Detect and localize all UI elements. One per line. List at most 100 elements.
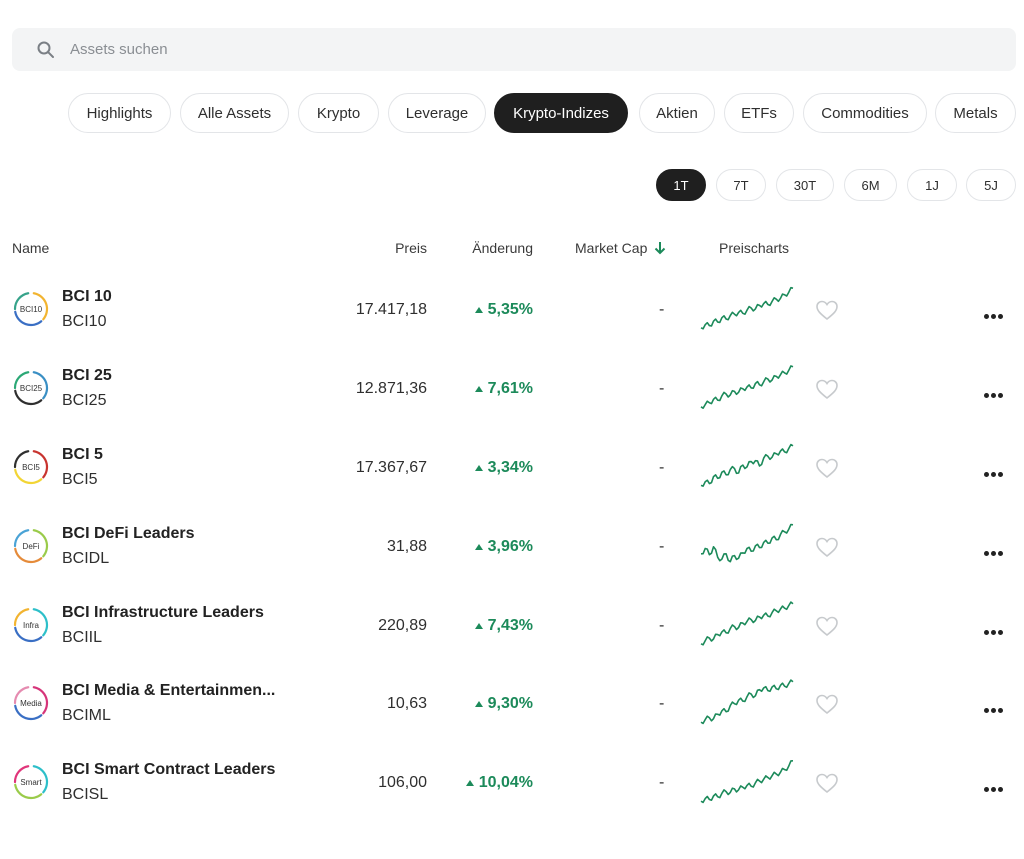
asset-price: 17.367,67 xyxy=(355,459,427,476)
column-header-change[interactable]: Änderung xyxy=(472,240,533,256)
favorite-heart-icon[interactable] xyxy=(815,615,839,637)
price-sparkline[interactable] xyxy=(700,284,794,332)
column-header-name[interactable]: Name xyxy=(12,240,50,256)
tab-highlights[interactable]: Highlights xyxy=(68,93,171,133)
asset-change: 9,30% xyxy=(474,695,533,713)
price-sparkline[interactable] xyxy=(700,600,794,648)
period-30t[interactable]: 30T xyxy=(776,169,834,201)
period-6m[interactable]: 6M xyxy=(844,169,897,201)
table-row[interactable]: Media BCI Media & Entertainmen... BCIML 10,… xyxy=(0,664,1024,743)
change-value: 5,35% xyxy=(487,301,533,318)
more-options-icon[interactable] xyxy=(984,543,1008,556)
favorite-heart-icon[interactable] xyxy=(815,378,839,400)
more-options-icon[interactable] xyxy=(984,700,1008,713)
favorite-heart-icon[interactable] xyxy=(815,693,839,715)
price-sparkline[interactable] xyxy=(700,678,794,726)
period-7t[interactable]: 7T xyxy=(716,169,766,201)
column-header-chart: Preischarts xyxy=(719,240,790,256)
category-tabs: Highlights Alle Assets Krypto Leverage K… xyxy=(0,93,1024,133)
asset-change: 3,34% xyxy=(474,459,533,477)
price-sparkline[interactable] xyxy=(700,363,794,411)
asset-price: 10,63 xyxy=(386,695,427,712)
price-sparkline[interactable] xyxy=(700,442,794,490)
index-logo-icon: Media xyxy=(13,686,49,721)
more-options-icon[interactable] xyxy=(984,385,1008,398)
up-arrow-icon xyxy=(474,307,483,313)
sparkline-path xyxy=(700,679,794,725)
column-header-price[interactable]: Preis xyxy=(395,240,427,256)
asset-market-cap: - xyxy=(659,380,665,397)
period-1j[interactable]: 1J xyxy=(907,169,957,201)
asset-price: 17.417,18 xyxy=(355,301,427,318)
table-row[interactable]: Smart BCI Smart Contract Leaders BCISL 106,… xyxy=(0,743,1024,822)
asset-name: BCI DeFi Leaders xyxy=(62,525,195,542)
tab-aktien[interactable]: Aktien xyxy=(639,93,715,133)
asset-name: BCI Media & Entertainmen... xyxy=(62,682,276,699)
up-arrow-icon xyxy=(465,780,474,786)
index-logo-text: BCI5 xyxy=(22,463,40,472)
table-row[interactable]: Infra BCI Infrastructure Leaders BCIIL 220,… xyxy=(0,586,1024,665)
period-5j[interactable]: 5J xyxy=(966,169,1016,201)
favorite-heart-icon[interactable] xyxy=(815,299,839,321)
price-sparkline[interactable] xyxy=(700,521,794,569)
tab-metals[interactable]: Metals xyxy=(935,93,1016,133)
tab-krypto-indizes[interactable]: Krypto-Indizes xyxy=(494,93,628,133)
search-input[interactable] xyxy=(70,28,970,71)
sparkline-path xyxy=(700,365,794,409)
more-options-icon[interactable] xyxy=(984,464,1008,477)
asset-change: 10,04% xyxy=(465,774,533,792)
tab-etfs[interactable]: ETFs xyxy=(724,93,794,133)
index-logo-icon: BCI5 xyxy=(13,450,49,485)
asset-symbol: BCI10 xyxy=(62,313,107,330)
table-row[interactable]: DeFi BCI DeFi Leaders BCIDL 31,88 3,96% - xyxy=(0,507,1024,586)
index-logo-text: Media xyxy=(20,699,42,708)
up-arrow-icon xyxy=(474,386,483,392)
index-logo-text: BCI25 xyxy=(20,384,43,393)
table-row[interactable]: BCI10 BCI 10 BCI10 17.417,18 5,35% - xyxy=(0,270,1024,349)
index-logo-icon: Infra xyxy=(13,608,49,643)
asset-change: 3,96% xyxy=(474,538,533,556)
asset-price: 220,89 xyxy=(378,617,427,634)
tab-leverage[interactable]: Leverage xyxy=(388,93,486,133)
favorite-heart-icon[interactable] xyxy=(815,457,839,479)
change-value: 10,04% xyxy=(478,774,533,791)
more-options-icon[interactable] xyxy=(984,622,1008,635)
index-logo-icon: Smart xyxy=(13,765,49,800)
table-row[interactable]: BCI5 BCI 5 BCI5 17.367,67 3,34% - xyxy=(0,428,1024,507)
table-row[interactable]: BCI25 BCI 25 BCI25 12.871,36 7,61% - xyxy=(0,349,1024,428)
more-options-icon[interactable] xyxy=(984,306,1008,319)
asset-change: 7,43% xyxy=(474,617,533,635)
asset-symbol: BCIIL xyxy=(62,629,103,646)
favorite-heart-icon[interactable] xyxy=(815,536,839,558)
asset-market-cap: - xyxy=(659,538,665,555)
asset-symbol: BCIML xyxy=(62,707,111,724)
price-sparkline[interactable] xyxy=(700,757,794,805)
search-icon xyxy=(37,41,54,58)
more-options-icon[interactable] xyxy=(984,779,1008,792)
asset-symbol: BCIDL xyxy=(62,550,110,567)
index-logo-text: BCI10 xyxy=(20,305,43,314)
tab-commodities[interactable]: Commodities xyxy=(803,93,927,133)
change-value: 3,34% xyxy=(487,459,533,476)
favorite-heart-icon[interactable] xyxy=(815,772,839,794)
up-arrow-icon xyxy=(474,465,483,471)
sparkline-path xyxy=(700,523,794,563)
asset-name: BCI 5 xyxy=(62,446,103,463)
index-logo-icon: DeFi xyxy=(13,529,49,564)
index-logo-text: Smart xyxy=(20,778,42,787)
asset-name: BCI 10 xyxy=(62,288,112,305)
asset-change: 7,61% xyxy=(474,380,533,398)
tab-krypto[interactable]: Krypto xyxy=(298,93,379,133)
asset-change: 5,35% xyxy=(474,301,533,319)
index-logo-icon: BCI25 xyxy=(13,371,49,406)
asset-price: 106,00 xyxy=(378,774,427,791)
asset-price: 12.871,36 xyxy=(355,380,427,397)
up-arrow-icon xyxy=(474,623,483,629)
up-arrow-icon xyxy=(474,544,483,550)
market-cap-label: Market Cap xyxy=(575,240,648,256)
sort-arrow-down-icon xyxy=(655,242,666,255)
period-1t[interactable]: 1T xyxy=(656,169,706,201)
column-header-market-cap[interactable]: Market Cap xyxy=(575,240,666,256)
search-bar[interactable] xyxy=(12,28,1016,71)
tab-alle-assets[interactable]: Alle Assets xyxy=(180,93,289,133)
